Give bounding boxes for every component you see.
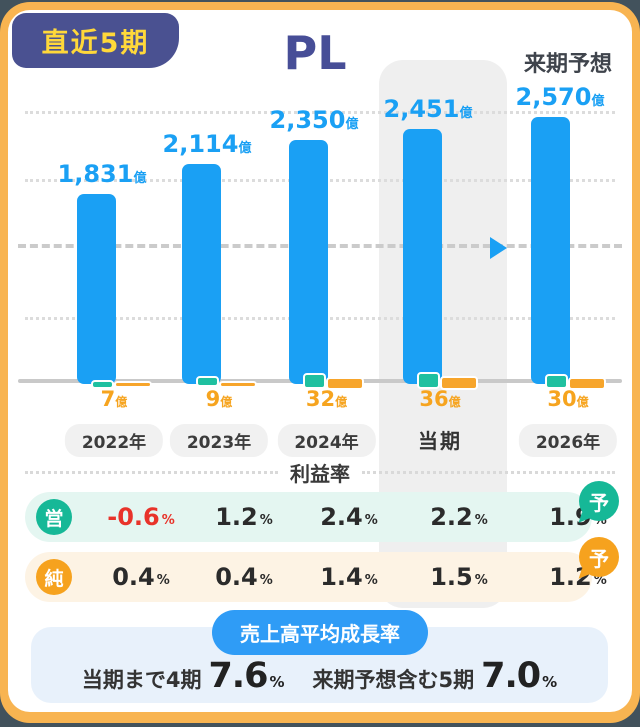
operating-badge: 営 — [36, 499, 72, 535]
net-badge: 純 — [36, 559, 72, 595]
net-margin-value: 1.5% — [430, 563, 488, 591]
forecast-arrow-icon — [490, 237, 507, 259]
operating-margin-value: 2.4% — [320, 503, 378, 531]
period-badge: 直近5期 — [12, 13, 179, 68]
revenue-bar — [289, 140, 328, 384]
net-margin-row: 純 0.4% 0.4% 1.4% 1.5% 1.2% — [25, 552, 607, 602]
growth-item-value: 7.6 — [208, 656, 268, 696]
operating-margin-value: -0.6% — [107, 503, 175, 531]
dotted-divider — [362, 471, 615, 474]
growth-title-pill: 売上高平均成長率 — [212, 610, 428, 655]
revenue-value-label: 2,114億 — [162, 130, 252, 158]
net-profit-mini-bar — [567, 377, 606, 390]
forecast-bubble-icon-net: 予 — [579, 537, 619, 577]
forecast-bubble-icon-operating: 予 — [579, 481, 619, 521]
net-margin-value: 0.4% — [215, 563, 273, 591]
year-label: 2022年 — [64, 424, 164, 457]
dotted-divider — [25, 471, 278, 474]
growth-item-unit: % — [269, 673, 285, 691]
growth-item-label: 当期まで4期 — [81, 668, 202, 692]
operating-margin-value: 1.2% — [215, 503, 273, 531]
revenue-value-label: 1,831億 — [57, 160, 147, 188]
revenue-bar — [530, 117, 570, 384]
page-title: PL — [283, 26, 347, 80]
year-label: 2024年 — [277, 424, 376, 457]
net-profit-value-label: 36億 — [419, 387, 461, 411]
revenue-value-label: 2,570億 — [515, 83, 605, 111]
profit-rate-header: 利益率 — [25, 458, 615, 487]
operating-profit-mini-bar — [195, 376, 219, 387]
year-label: 2026年 — [518, 424, 618, 457]
operating-profit-mini-bar — [544, 374, 568, 389]
net-profit-value-label: 32億 — [305, 387, 348, 411]
operating-profit-mini-bar — [90, 380, 114, 389]
operating-profit-mini-bar — [303, 373, 326, 389]
net-profit-mini-bar — [326, 377, 364, 390]
net-profit-value-label: 30億 — [547, 387, 589, 411]
revenue-value-label: 2,350億 — [269, 106, 359, 134]
year-label: 2023年 — [169, 424, 269, 457]
net-profit-value-label: 7億 — [100, 387, 128, 411]
net-profit-mini-bar — [439, 376, 478, 390]
gridline — [25, 111, 615, 114]
net-profit-mini-bar — [218, 381, 257, 388]
growth-item-value: 7.0 — [481, 656, 541, 696]
net-margin-value: 1.4% — [320, 563, 378, 591]
operating-profit-mini-bar — [416, 372, 440, 389]
revenue-value-label: 2,451億 — [383, 95, 473, 123]
revenue-bar — [76, 194, 116, 384]
net-margin-value: 0.4% — [112, 563, 170, 591]
growth-values: 当期まで4期 7.6 % 来期予想含む5期 7.0 % — [31, 652, 608, 700]
net-profit-mini-bar — [113, 381, 152, 388]
operating-margin-row: 営 -0.6%1.2%2.4%2.2%1.9% — [25, 492, 607, 542]
year-label-current: 当期 — [418, 429, 462, 453]
operating-margin-value: 2.2% — [430, 503, 488, 531]
revenue-bar — [402, 129, 442, 384]
growth-item-label: 来期予想含む5期 — [312, 668, 475, 692]
profit-rate-title: 利益率 — [290, 462, 350, 486]
net-profit-value-label: 9億 — [205, 387, 233, 411]
revenue-bar — [181, 164, 221, 384]
growth-item-unit: % — [542, 673, 558, 691]
growth-item-forecast: 来期予想含む5期 7.0 % — [313, 656, 558, 696]
growth-item-current: 当期まで4期 7.6 % — [82, 656, 285, 696]
forecast-note: 来期予想 — [523, 52, 612, 77]
